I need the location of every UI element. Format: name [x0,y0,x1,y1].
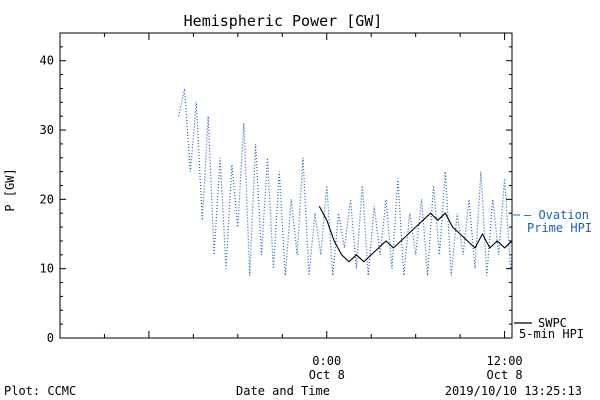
timestamp: 2019/10/10 13:25:13 [445,384,582,398]
y-tick-label: 10 [40,262,54,276]
series-layer [178,88,512,276]
ovation-prime-series-line [178,88,512,276]
chart-title: Hemispheric Power [GW] [184,12,383,30]
x-axis-label: Date and Time [236,384,330,398]
x-tick-label-time: 0:00 [312,354,341,368]
legend-ovation-line2: Prime HPI [527,221,592,235]
y-tick-label: 30 [40,123,54,137]
legend-swpc-line2: 5-min HPI [519,327,584,341]
legend-swpc-line1: SWPC [538,316,567,330]
y-tick-label: 20 [40,192,54,206]
y-axis-label: P [GW] [3,168,17,211]
plot-frame [59,32,513,339]
x-tick-label-time: 12:00 [487,354,523,368]
x-tick-label-date: Oct 8 [487,368,523,382]
plot-credit: Plot: CCMC [4,384,76,398]
legend-ovation-line1: — Ovation [524,208,589,222]
swpc-series-line [318,206,512,263]
y-tick-label: 0 [47,331,54,345]
y-axis: 0 10 20 30 40 [40,32,512,345]
x-tick-label-date: Oct 8 [309,368,345,382]
y-tick-label: 40 [40,54,54,68]
